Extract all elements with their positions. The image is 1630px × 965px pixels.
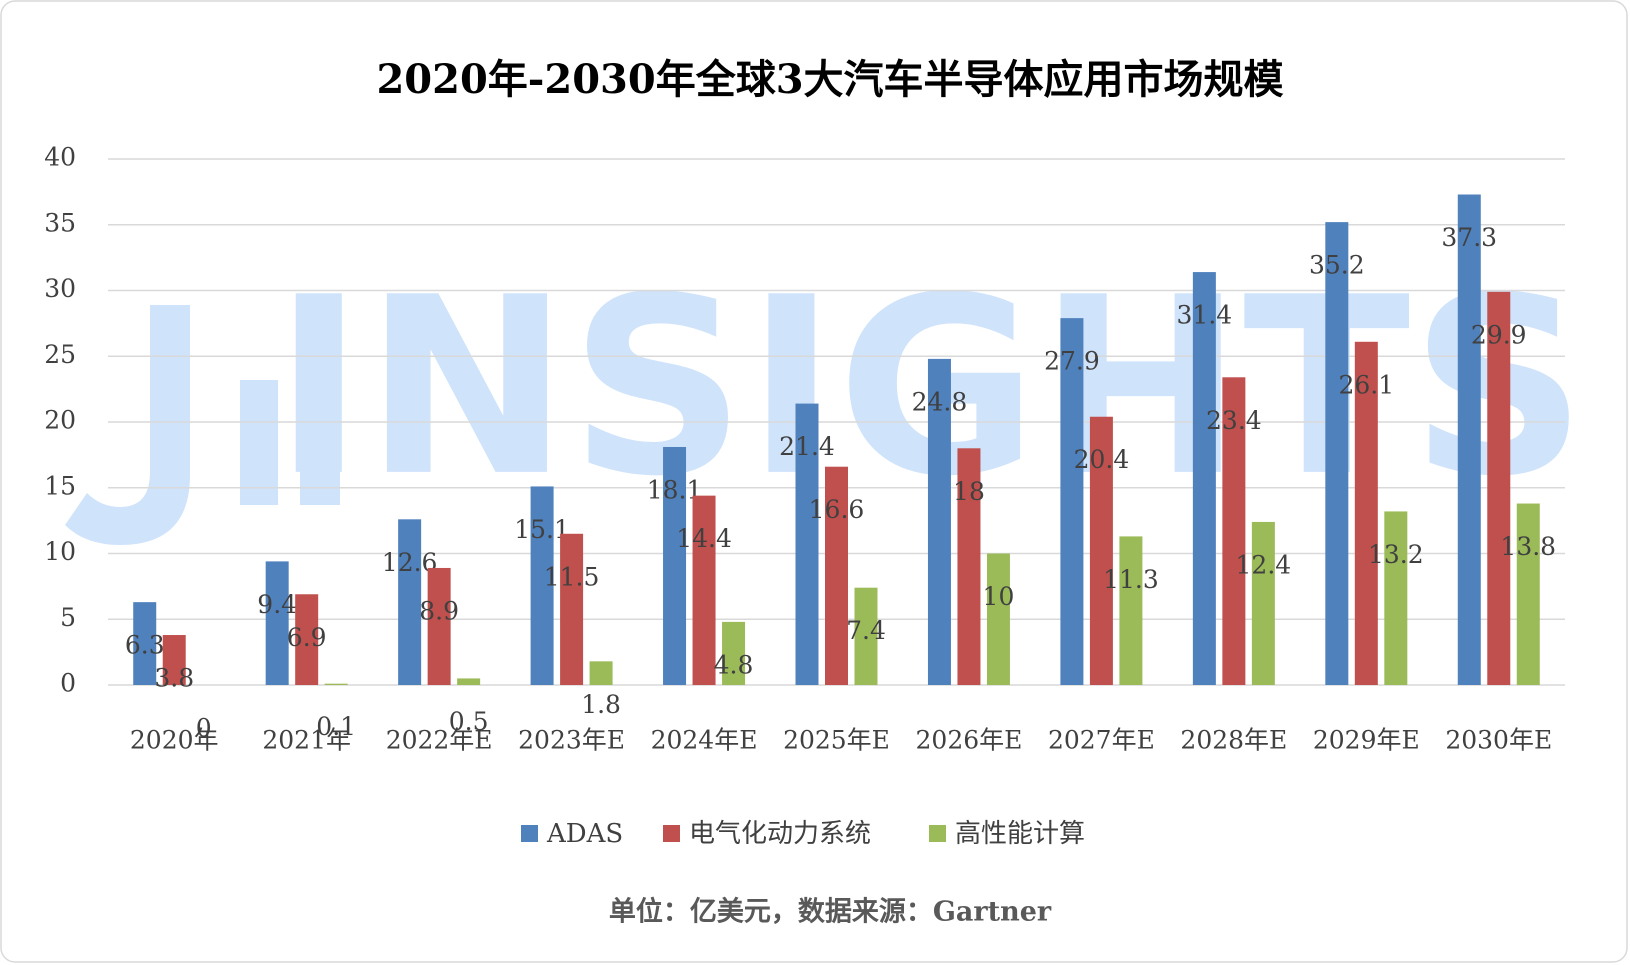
bar	[1251, 521, 1275, 685]
bar	[986, 553, 1010, 685]
data-label: 12.4	[1236, 550, 1292, 579]
legend-swatch	[663, 825, 680, 842]
data-label: 6.9	[287, 623, 327, 652]
legend-label: 电气化动力系统	[689, 819, 871, 849]
bar	[398, 519, 422, 685]
bar	[927, 358, 951, 685]
bar	[825, 466, 848, 685]
data-label: 11.5	[544, 562, 600, 591]
data-label: 6.3	[125, 631, 165, 660]
bar	[133, 602, 157, 685]
x-tick-label: 2024年E	[651, 726, 758, 755]
data-label: 18	[953, 477, 985, 506]
data-label: 13.2	[1368, 540, 1424, 569]
bar	[589, 661, 613, 685]
data-label: 37.3	[1441, 223, 1497, 252]
bar	[265, 561, 289, 685]
bar	[1457, 194, 1481, 685]
note: 单位：亿美元，数据来源：Gartner	[609, 896, 1052, 928]
x-tick-label: 2029年E	[1313, 726, 1420, 755]
data-label: 10	[983, 582, 1015, 611]
data-label: 20.4	[1074, 445, 1130, 474]
data-label: 4.8	[714, 650, 754, 679]
y-tick-label: 20	[44, 406, 76, 435]
y-tick-label: 0	[60, 669, 76, 698]
bar	[457, 678, 481, 685]
data-label: 16.6	[809, 495, 865, 524]
bar	[1089, 416, 1113, 685]
data-label: 24.8	[912, 387, 968, 416]
bar	[427, 567, 451, 685]
data-label: 21.4	[779, 432, 835, 461]
bar	[1384, 511, 1408, 685]
x-tick-label: 2025年E	[783, 726, 890, 755]
legend-swatch	[521, 825, 538, 842]
x-tick-label: 2020年	[130, 726, 219, 755]
data-label: 31.4	[1177, 301, 1233, 330]
bar	[1354, 341, 1378, 685]
bar	[324, 683, 348, 685]
bar	[1325, 222, 1349, 685]
bar	[162, 635, 186, 685]
data-label: 14.4	[676, 524, 732, 553]
chart-title: 2020年-2030年全球3大汽车半导体应用市场规模	[376, 56, 1283, 103]
bar	[957, 448, 981, 685]
data-label: 35.2	[1309, 251, 1365, 280]
y-tick-label: 35	[44, 208, 76, 237]
y-tick-label: 5	[60, 603, 76, 632]
x-tick-label: 2028年E	[1180, 726, 1287, 755]
bar	[722, 621, 746, 685]
y-tick-label: 40	[44, 143, 76, 172]
y-tick-label: 25	[44, 340, 76, 369]
y-tick-label: 10	[44, 537, 76, 566]
data-label: 0	[196, 714, 212, 743]
legend-label: ADAS	[546, 819, 623, 849]
data-label: 11.3	[1103, 565, 1159, 594]
data-label: 27.9	[1044, 347, 1100, 376]
data-label: 29.9	[1471, 320, 1527, 349]
legend-label: 高性能计算	[955, 819, 1085, 849]
x-tick-label: 2030年E	[1445, 726, 1552, 755]
watermark-logo	[65, 305, 340, 545]
x-tick-label: 2021年	[262, 726, 351, 755]
bar	[795, 403, 819, 685]
x-tick-label: 2022年E	[386, 726, 493, 755]
data-label: 3.8	[154, 664, 194, 693]
x-tick-label: 2026年E	[916, 726, 1023, 755]
x-tick-label: 2023年E	[518, 726, 625, 755]
data-label: 7.4	[846, 616, 886, 645]
y-tick-label: 15	[44, 471, 76, 500]
data-label: 1.8	[581, 690, 621, 719]
data-label: 0.1	[316, 712, 356, 741]
bar	[560, 533, 584, 685]
data-label: 13.8	[1500, 532, 1556, 561]
bar	[530, 486, 554, 685]
legend-swatch	[929, 825, 946, 842]
bar	[1192, 272, 1216, 685]
bar	[1222, 377, 1246, 685]
data-label: 8.9	[419, 596, 459, 625]
y-tick-label: 30	[44, 274, 76, 303]
x-tick-label: 2027年E	[1048, 726, 1155, 755]
data-label: 9.4	[257, 590, 297, 619]
data-label: 26.1	[1338, 370, 1394, 399]
bar	[854, 587, 878, 685]
data-label: 0.5	[449, 707, 489, 736]
data-label: 23.4	[1206, 406, 1262, 435]
bar	[1119, 536, 1143, 685]
bar	[1060, 318, 1084, 685]
bar	[1516, 503, 1540, 685]
bar	[295, 594, 319, 685]
bar	[1487, 291, 1511, 685]
bar	[663, 446, 687, 685]
bar	[692, 495, 716, 685]
